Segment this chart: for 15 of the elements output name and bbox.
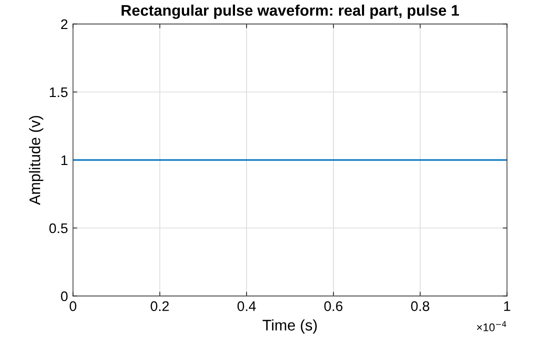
x-axis-title: Time (s) [262, 319, 317, 334]
x-tick-label: 1 [504, 301, 510, 311]
chart-title: Rectangular pulse waveform: real part, pulse 1 [122, 4, 459, 19]
x-tick-label: 0 [70, 301, 76, 312]
y-tick-label: 2 [61, 19, 68, 30]
y-axis-title: Amplitude (v) [29, 116, 44, 205]
x-tick-label: 0.4 [237, 301, 256, 312]
y-tick-label: 0.5 [49, 223, 68, 234]
text: ×10$^{−4}$ [476, 321, 506, 332]
y-tick-label: 1 [61, 155, 68, 166]
x-tick-label: 0.8 [411, 301, 430, 312]
x-tick-label: 0.6 [324, 301, 342, 312]
y-tick-label: 0 [60, 291, 68, 302]
y-tick-label: 1.5 [50, 87, 68, 98]
x-tick-label: 0.2 [150, 301, 169, 312]
